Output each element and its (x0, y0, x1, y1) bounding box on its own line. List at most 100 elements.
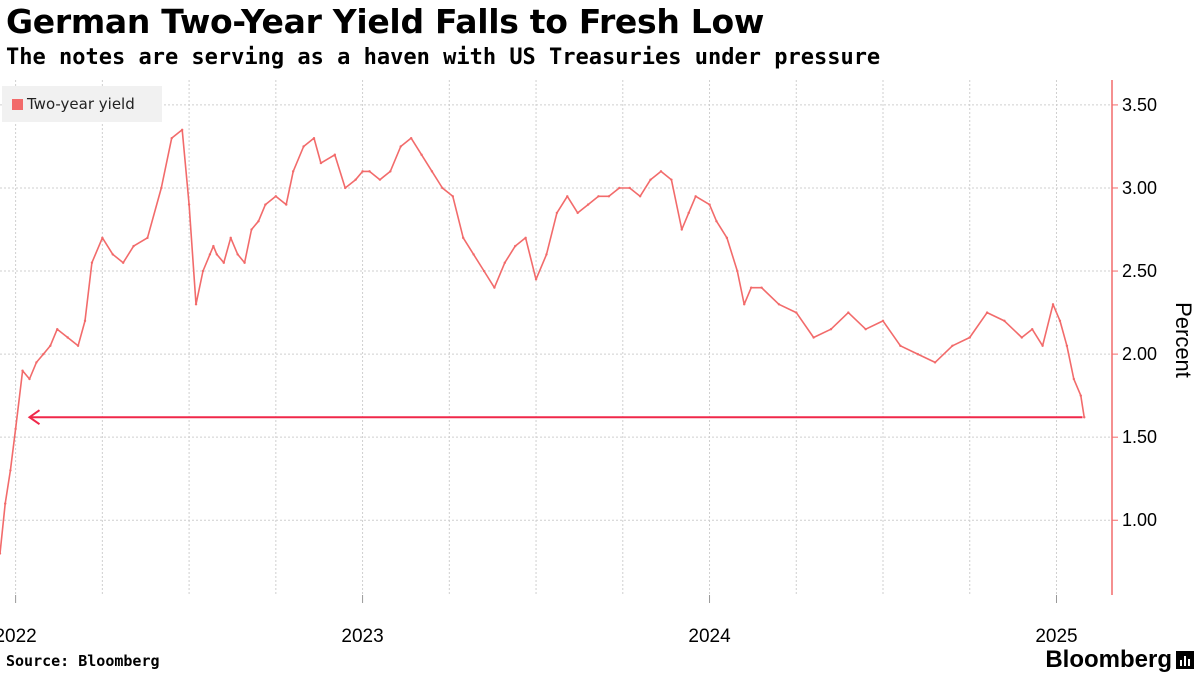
data-point (83, 319, 87, 323)
data-point (985, 311, 989, 314)
x-tick-label: 2022 (0, 626, 37, 647)
data-point (344, 186, 347, 190)
source-note: Source: Bloomberg (6, 652, 160, 670)
data-point (409, 136, 413, 140)
x-tick-label: 2023 (341, 626, 383, 647)
data-point (1030, 327, 1034, 331)
legend: Two-year yield (2, 86, 162, 122)
data-point (111, 253, 114, 256)
data-point (694, 195, 697, 198)
data-point (9, 469, 12, 472)
y-tick-label: 1.00 (1122, 510, 1157, 530)
data-point (472, 253, 475, 256)
data-point (399, 145, 402, 148)
data-point (638, 195, 642, 198)
data-point (649, 178, 652, 181)
data-point (493, 286, 496, 289)
data-point (628, 186, 631, 190)
data-point (1065, 344, 1069, 348)
y-tick-label: 2.50 (1122, 261, 1157, 281)
legend-swatch (12, 98, 23, 110)
y-tick-label: 1.50 (1122, 427, 1157, 447)
data-point (49, 344, 52, 348)
data-point (333, 153, 337, 156)
data-point (524, 236, 527, 240)
data-point (715, 220, 718, 223)
data-point (1003, 319, 1006, 323)
data-point (160, 186, 163, 190)
x-tick-label: 2025 (1035, 626, 1077, 647)
data-point (1041, 344, 1044, 348)
brand-name: Bloomberg (1045, 646, 1172, 673)
data-point (42, 352, 45, 356)
chart-title: German Two-Year Yield Falls to Fresh Low (6, 2, 765, 41)
data-point (212, 244, 215, 248)
chart-subtitle: The notes are serving as a haven with US… (6, 45, 881, 70)
data-point (132, 244, 135, 248)
data-point (170, 136, 173, 140)
legend-label: Two-year yield (27, 95, 135, 113)
data-point (368, 170, 371, 173)
data-point (215, 253, 219, 256)
data-point (187, 203, 191, 206)
data-point (389, 170, 392, 173)
data-point (101, 236, 104, 240)
data-point (243, 261, 246, 264)
data-point (968, 336, 971, 339)
data-point (951, 344, 954, 348)
data-point (319, 161, 323, 165)
data-point (257, 220, 260, 223)
data-point (1020, 336, 1023, 339)
data-point (180, 128, 184, 132)
data-point (56, 327, 59, 331)
data-point (430, 170, 434, 173)
data-point (312, 136, 316, 140)
data-point (555, 211, 559, 215)
data-point (229, 236, 232, 240)
data-point (1058, 319, 1062, 323)
data-point (291, 170, 295, 173)
data-point (146, 236, 149, 240)
data-point (264, 203, 267, 206)
data-point (1051, 303, 1055, 306)
data-point (90, 261, 94, 264)
data-point (687, 211, 690, 215)
data-point (274, 195, 278, 198)
data-point (21, 369, 24, 372)
data-point (659, 170, 663, 173)
y-axis-title: Percent (1171, 302, 1196, 378)
data-point (566, 195, 569, 198)
data-point (201, 269, 205, 273)
data-point (1083, 416, 1086, 419)
data-point (933, 361, 937, 364)
data-point (725, 236, 729, 240)
data-point (236, 253, 239, 256)
data-point (451, 195, 454, 198)
data-point (378, 178, 382, 181)
axis-layer: 1.00 1.50 2.00 2.50 3.00 3.50 2022 2023 2024 2025… (0, 80, 1196, 647)
data-point (28, 377, 31, 381)
y-tick-label: 2.00 (1122, 344, 1157, 364)
data-point (361, 170, 364, 173)
data-point (1079, 394, 1082, 397)
data-point (208, 253, 212, 256)
data-point (222, 261, 225, 264)
data-point (607, 195, 611, 198)
data-point (736, 269, 739, 273)
y-tick-label: 3.50 (1122, 95, 1157, 115)
data-point (354, 178, 357, 181)
data-point (916, 352, 919, 356)
data-point (795, 311, 798, 314)
series-line (0, 129, 1085, 554)
data-point (0, 552, 2, 555)
fresh-low-arrow-head (27, 409, 41, 426)
data-point (194, 303, 198, 306)
data-point (66, 336, 69, 339)
data-point (35, 361, 38, 364)
data-point (777, 303, 781, 306)
data-point (302, 145, 305, 148)
data-point (743, 303, 746, 306)
data-point (420, 153, 423, 156)
data-point (121, 261, 125, 264)
